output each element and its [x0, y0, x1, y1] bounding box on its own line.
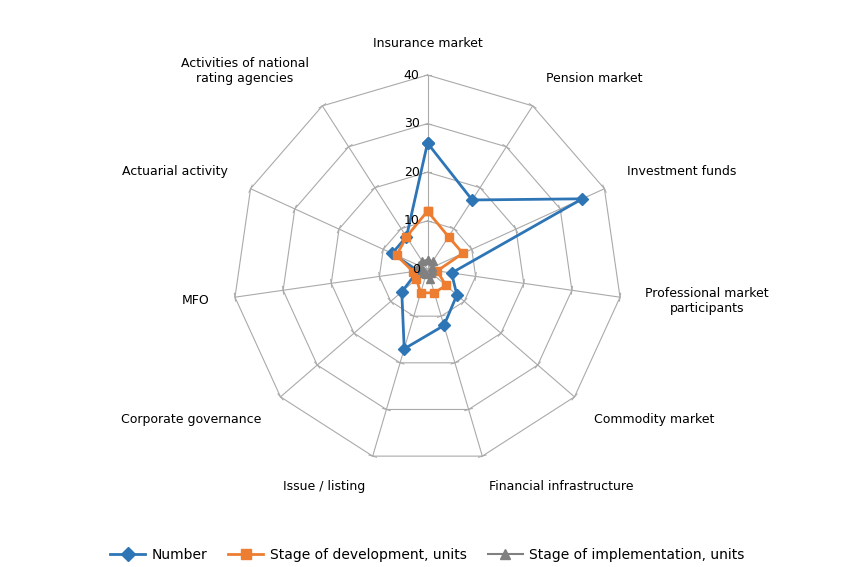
Text: Corporate governance: Corporate governance: [121, 413, 262, 426]
Text: Activities of national
rating agencies: Activities of national rating agencies: [180, 57, 309, 84]
Text: Insurance market: Insurance market: [373, 37, 482, 50]
Text: MFO: MFO: [182, 294, 210, 307]
Text: Actuarial activity: Actuarial activity: [121, 165, 227, 178]
Text: 10: 10: [404, 214, 420, 227]
Text: Investment funds: Investment funds: [628, 165, 737, 178]
Text: 0: 0: [412, 263, 420, 276]
Text: 20: 20: [404, 166, 420, 179]
Text: Financial infrastructure: Financial infrastructure: [489, 480, 634, 493]
Text: Commodity market: Commodity market: [593, 413, 714, 426]
Text: 40: 40: [404, 69, 420, 82]
Legend: Number, Stage of development, units, Stage of implementation, units: Number, Stage of development, units, Sta…: [104, 542, 751, 567]
Text: Pension market: Pension market: [546, 71, 643, 84]
Text: Professional market
participants: Professional market participants: [645, 287, 769, 315]
Text: 30: 30: [404, 117, 420, 130]
Text: Issue / listing: Issue / listing: [283, 480, 366, 493]
